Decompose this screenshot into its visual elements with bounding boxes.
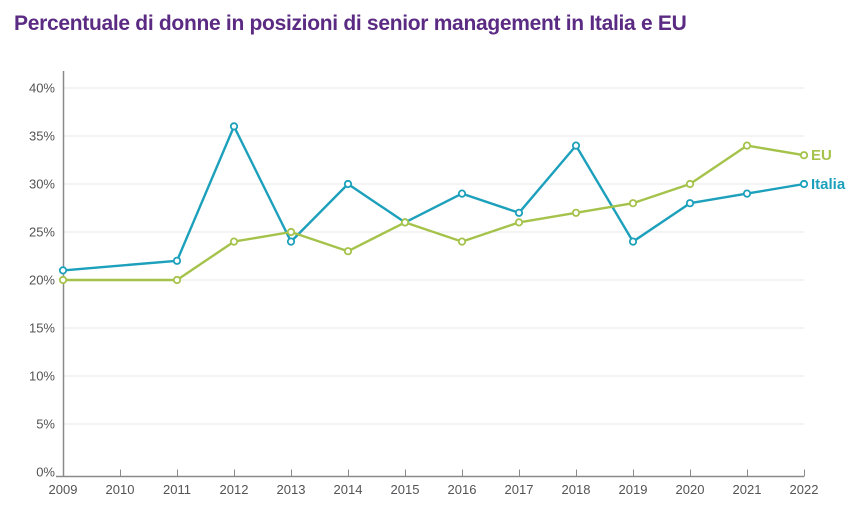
x-tick-label: 2022 (790, 482, 819, 497)
y-tick-label: 35% (29, 129, 55, 144)
x-tick-label: 2020 (676, 482, 705, 497)
x-tick-label: 2009 (49, 482, 78, 497)
data-point-marker-eu (628, 199, 638, 208)
series-line-italia (61, 125, 806, 272)
data-point-marker-italia (172, 256, 182, 265)
y-tick-label: 25% (29, 225, 55, 240)
data-point-marker-italia (799, 179, 809, 189)
data-point-marker-eu (457, 237, 467, 246)
data-point-marker-italia (742, 189, 752, 198)
data-point-marker-italia (571, 141, 581, 150)
x-tick-label: 2021 (733, 482, 762, 497)
data-point-marker-italia (628, 237, 638, 246)
chart-title: Percentuale di donne in posizioni di sen… (14, 12, 687, 35)
data-point-marker-eu (172, 275, 182, 285)
data-point-marker-italia (685, 199, 695, 208)
y-tick-label: 5% (36, 417, 55, 432)
series-label-italia: Italia (811, 176, 846, 193)
y-tick-label: 40% (29, 81, 55, 96)
x-tick-label: 2019 (619, 482, 648, 497)
x-tick-label: 2018 (562, 482, 591, 497)
data-point-marker-italia (229, 122, 239, 131)
x-tick-label: 2010 (106, 482, 135, 497)
data-point-marker-eu (685, 179, 695, 189)
data-point-marker-eu (514, 218, 524, 227)
data-point-marker-eu (400, 218, 410, 227)
y-tick-label: 15% (29, 321, 55, 336)
data-point-marker-eu (571, 208, 581, 217)
x-tick-label: 2015 (391, 482, 420, 497)
x-tick-label: 2011 (163, 482, 191, 497)
data-point-marker-italia (457, 189, 467, 198)
data-point-marker-italia (514, 208, 524, 217)
y-tick-label: 20% (29, 273, 55, 288)
data-point-marker-eu (229, 237, 239, 246)
series-label-eu: EU (811, 147, 832, 164)
data-point-marker-italia (343, 179, 353, 189)
x-tick-label: 2012 (220, 482, 249, 497)
data-point-marker-eu (286, 227, 296, 237)
data-point-marker-eu (799, 151, 809, 160)
data-point-marker-eu (742, 141, 752, 150)
x-tick-label: 2013 (277, 482, 306, 497)
y-tick-label: 30% (29, 177, 55, 192)
x-tick-label: 2017 (505, 482, 534, 497)
data-point-marker-italia (58, 266, 68, 275)
data-point-marker-eu (343, 247, 353, 256)
data-point-marker-eu (58, 275, 68, 285)
y-tick-label: 0% (36, 465, 55, 480)
y-tick-label: 10% (29, 369, 55, 384)
x-tick-label: 2016 (448, 482, 477, 497)
x-tick-label: 2014 (334, 482, 363, 497)
data-point-marker-italia (286, 237, 296, 246)
